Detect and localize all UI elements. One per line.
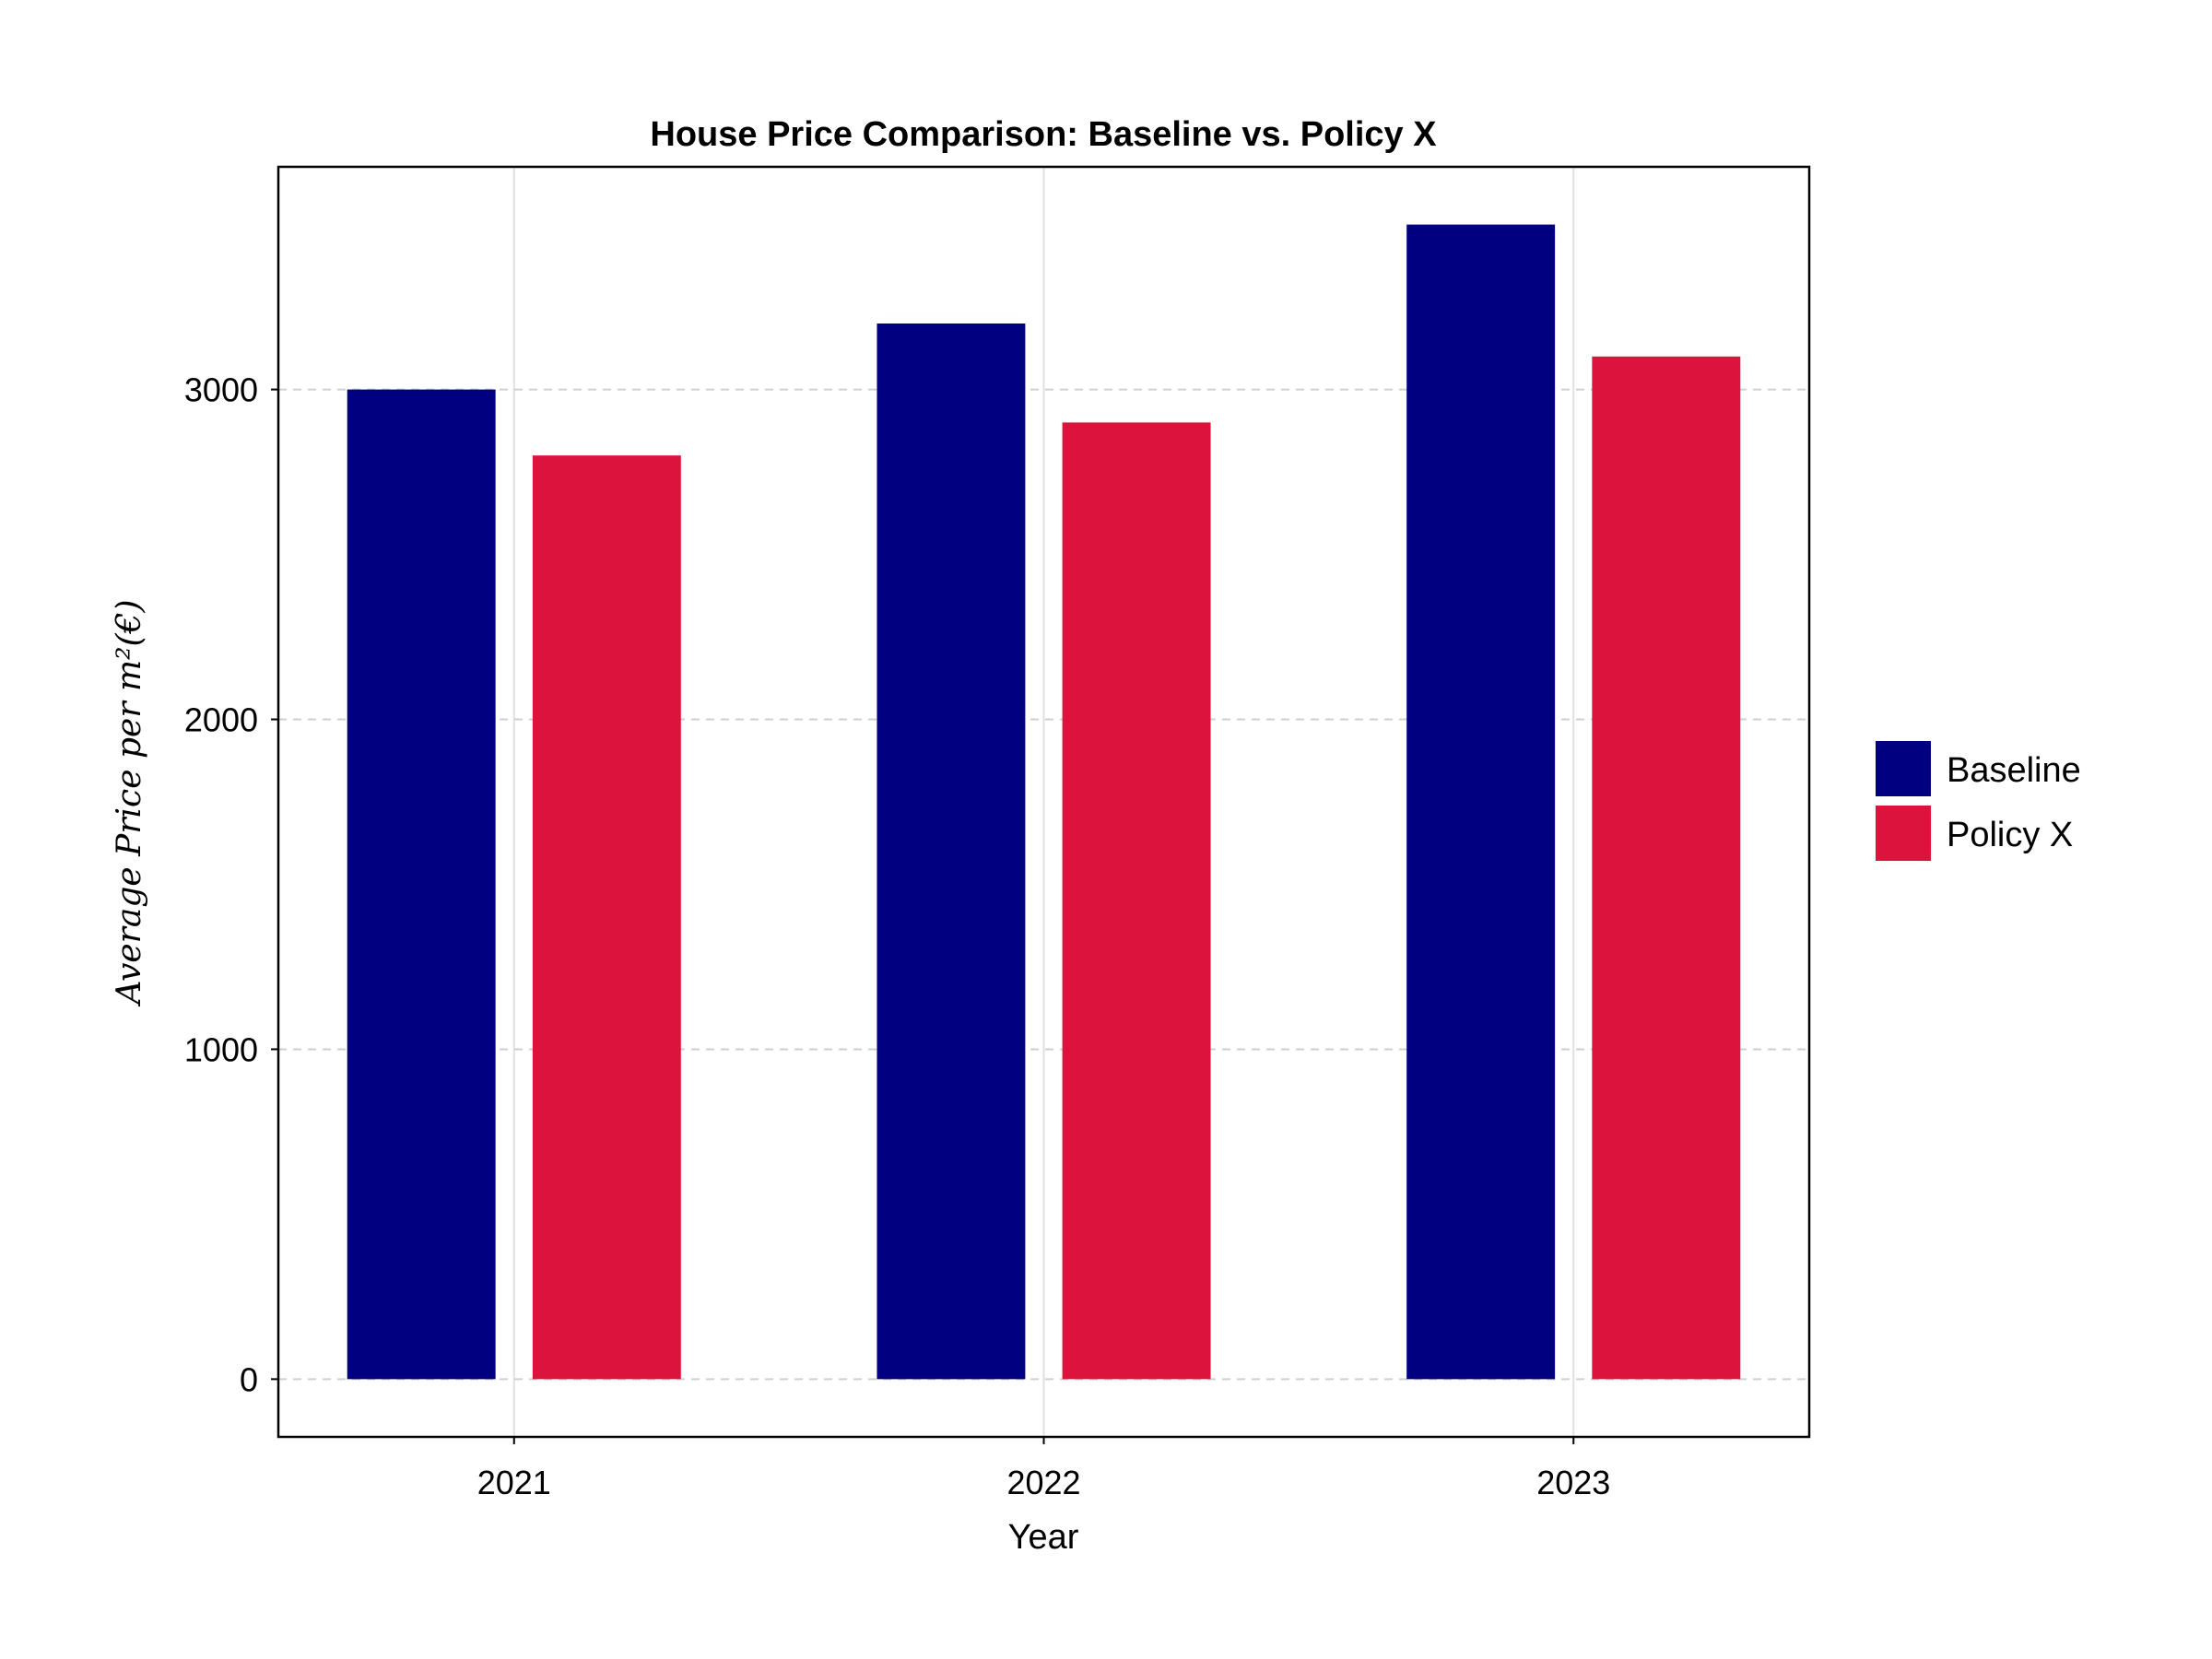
bar-baseline-2021 bbox=[347, 389, 496, 1380]
bar-baseline-2022 bbox=[877, 324, 1026, 1380]
chart-title: House Price Comparison: Baseline vs. Pol… bbox=[650, 115, 1437, 154]
bar-baseline-2023 bbox=[1406, 224, 1556, 1380]
legend-label-policy-x: Policy X bbox=[1947, 816, 2073, 854]
y-axis-label: Average Price per m²(€) bbox=[111, 599, 148, 1006]
bar-policy-x-2023 bbox=[1592, 356, 1741, 1380]
bars-layer bbox=[347, 224, 1741, 1380]
legend-swatch-policy-x bbox=[1876, 806, 1931, 861]
y-ticks-layer: 0 1000 2000 3000 bbox=[184, 371, 278, 1398]
y-tick-label: 1000 bbox=[184, 1030, 258, 1068]
legend-label-baseline: Baseline bbox=[1947, 751, 2081, 790]
x-tick-label: 2022 bbox=[1006, 1464, 1080, 1501]
x-tick-label: 2023 bbox=[1536, 1464, 1610, 1501]
legend: Baseline Policy X bbox=[1876, 741, 2081, 861]
y-tick-label: 0 bbox=[240, 1360, 258, 1398]
y-tick-label: 3000 bbox=[184, 371, 258, 409]
bar-policy-x-2022 bbox=[1062, 422, 1211, 1380]
legend-swatch-baseline bbox=[1876, 741, 1931, 796]
x-axis-label: Year bbox=[1008, 1518, 1079, 1557]
y-tick-label: 2000 bbox=[184, 701, 258, 739]
x-ticks-layer: 2021 2022 2023 bbox=[477, 1437, 1610, 1501]
bar-policy-x-2021 bbox=[532, 455, 681, 1380]
x-tick-label: 2021 bbox=[477, 1464, 551, 1501]
